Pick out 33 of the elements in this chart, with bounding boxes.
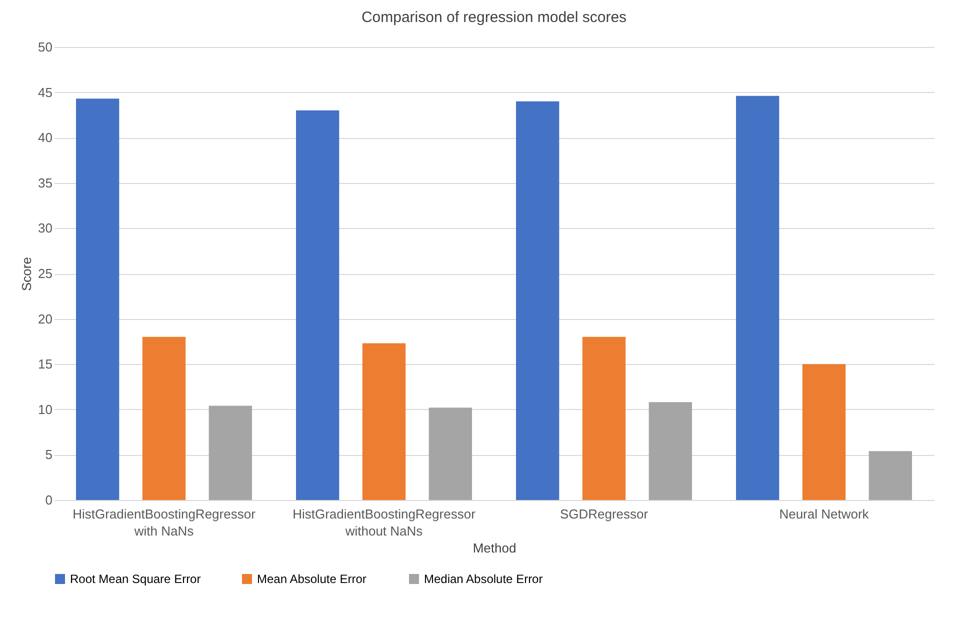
- x-tick-label: HistGradientBoostingRegressor without NaNs: [292, 506, 476, 538]
- y-tick-label: 35: [38, 175, 52, 190]
- bar: [582, 336, 626, 500]
- bar: [802, 364, 846, 500]
- bar: [76, 98, 120, 500]
- legend-label: Median Absolute Error: [424, 572, 543, 586]
- bar: [142, 336, 186, 500]
- bar: [362, 343, 406, 500]
- chart-title: Comparison of regression model scores: [361, 9, 627, 26]
- y-tick-label: 15: [38, 356, 52, 372]
- x-axis-title: Method: [472, 540, 516, 556]
- y-tick-label: 20: [38, 311, 52, 326]
- bar: [736, 96, 780, 500]
- bar: [428, 408, 472, 500]
- y-tick-label: 50: [38, 40, 52, 54]
- x-tick-label: Neural Network: [779, 506, 870, 522]
- y-tick-label: 5: [45, 447, 52, 462]
- bar: [208, 406, 252, 500]
- x-tick-label: SGDRegressor: [560, 506, 649, 522]
- bar: [516, 101, 560, 500]
- y-tick-label: 0: [45, 492, 52, 508]
- bar: [648, 402, 692, 500]
- y-tick-label: 10: [38, 402, 52, 417]
- y-axis-title: Score: [19, 257, 34, 291]
- bar: [296, 110, 340, 500]
- y-tick-label: 40: [38, 130, 52, 146]
- bar: [868, 451, 912, 500]
- x-tick-label: HistGradientBoostingRegressor with NaNs: [72, 506, 256, 538]
- y-tick-label: 25: [38, 266, 52, 281]
- y-tick-label: 30: [38, 220, 52, 236]
- legend-label: Root Mean Square Error: [70, 572, 201, 586]
- y-tick-label: 45: [38, 84, 52, 100]
- legend-label: Mean Absolute Error: [257, 572, 366, 586]
